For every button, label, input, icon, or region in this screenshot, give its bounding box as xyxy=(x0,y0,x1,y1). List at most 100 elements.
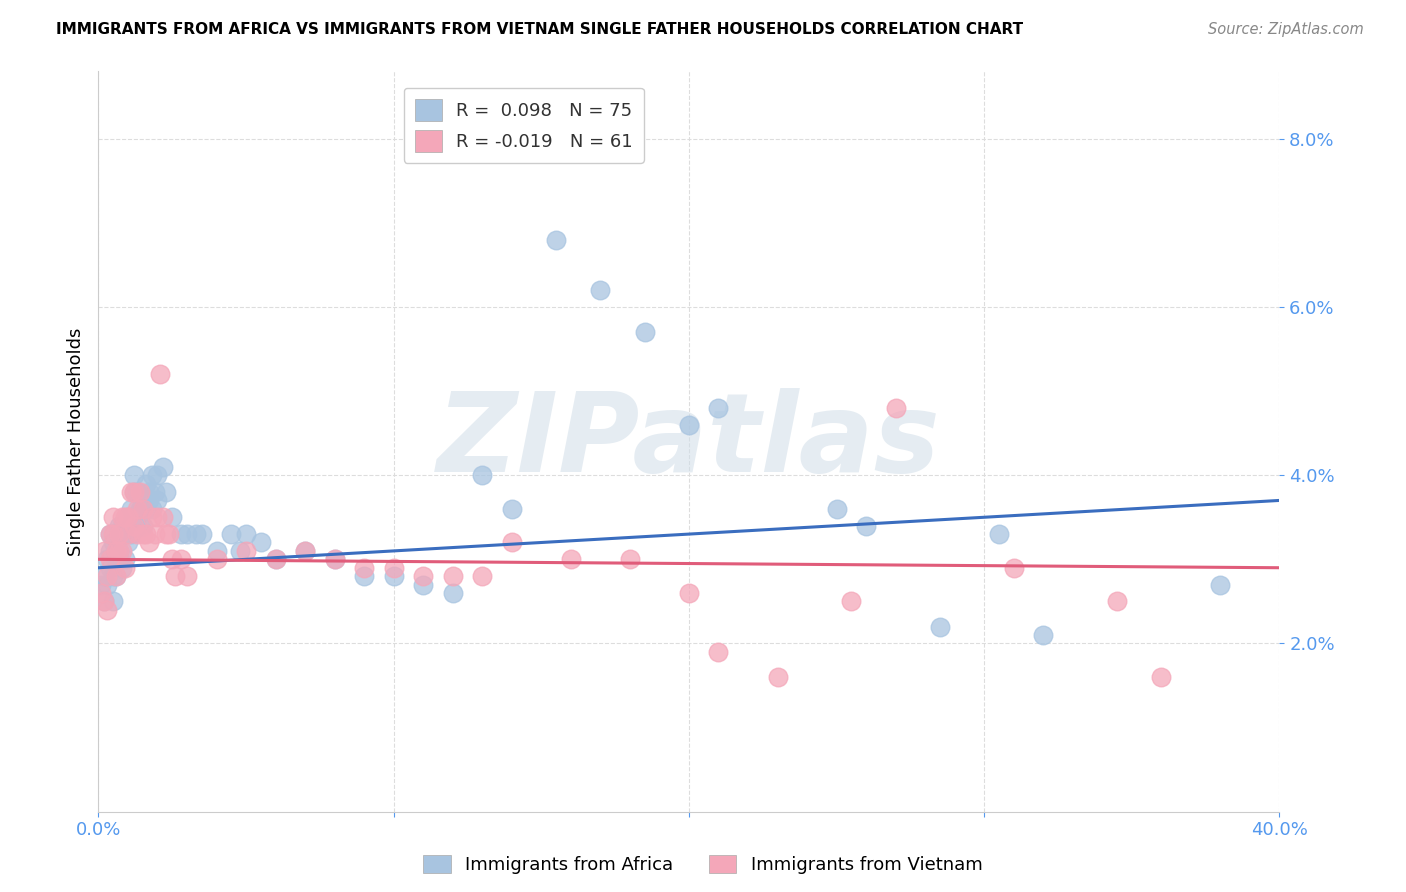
Point xyxy=(884,401,907,415)
Point xyxy=(128,518,150,533)
Point xyxy=(143,485,166,500)
Point xyxy=(825,501,848,516)
Point xyxy=(111,518,134,533)
Point xyxy=(96,552,118,566)
Point xyxy=(501,535,523,549)
Point xyxy=(103,535,125,549)
Point xyxy=(125,527,148,541)
Point xyxy=(1107,594,1129,608)
Point xyxy=(117,535,139,549)
Point xyxy=(412,577,434,591)
Point xyxy=(120,485,142,500)
Point xyxy=(96,577,118,591)
Text: Source: ZipAtlas.com: Source: ZipAtlas.com xyxy=(1208,22,1364,37)
Point xyxy=(98,552,121,566)
Point xyxy=(1032,628,1054,642)
Point xyxy=(93,544,115,558)
Point xyxy=(441,569,464,583)
Point xyxy=(619,552,641,566)
Point xyxy=(111,527,134,541)
Point xyxy=(382,569,405,583)
Point xyxy=(205,552,228,566)
Point xyxy=(141,501,163,516)
Point xyxy=(205,544,228,558)
Point xyxy=(155,485,177,500)
Point xyxy=(264,552,287,566)
Point xyxy=(1150,670,1173,684)
Point xyxy=(98,560,121,574)
Point xyxy=(707,645,730,659)
Point xyxy=(108,544,131,558)
Point xyxy=(108,552,131,566)
Point xyxy=(138,493,160,508)
Point xyxy=(141,468,163,483)
Point xyxy=(149,368,172,382)
Point xyxy=(132,527,155,541)
Point xyxy=(114,527,136,541)
Point xyxy=(162,552,183,566)
Point xyxy=(184,527,207,541)
Point xyxy=(146,510,169,524)
Point xyxy=(471,569,494,583)
Point xyxy=(441,586,464,600)
Point xyxy=(103,510,125,524)
Point xyxy=(128,485,150,500)
Point xyxy=(250,535,273,549)
Point xyxy=(176,569,198,583)
Legend: R =  0.098   N = 75, R = -0.019   N = 61: R = 0.098 N = 75, R = -0.019 N = 61 xyxy=(404,87,644,162)
Point xyxy=(929,619,952,633)
Point xyxy=(138,485,160,500)
Point xyxy=(105,544,128,558)
Point xyxy=(152,510,174,524)
Point xyxy=(1209,577,1232,591)
Text: ZIPatlas: ZIPatlas xyxy=(437,388,941,495)
Point xyxy=(1002,560,1025,574)
Point xyxy=(108,527,131,541)
Point xyxy=(117,510,139,524)
Point xyxy=(157,527,180,541)
Point xyxy=(678,417,700,432)
Point xyxy=(90,586,112,600)
Point xyxy=(108,518,131,533)
Point xyxy=(162,510,183,524)
Point xyxy=(235,527,257,541)
Point xyxy=(93,594,115,608)
Point xyxy=(93,594,115,608)
Point xyxy=(125,510,148,524)
Text: IMMIGRANTS FROM AFRICA VS IMMIGRANTS FROM VIETNAM SINGLE FATHER HOUSEHOLDS CORRE: IMMIGRANTS FROM AFRICA VS IMMIGRANTS FRO… xyxy=(56,22,1024,37)
Point xyxy=(132,518,155,533)
Point xyxy=(229,544,252,558)
Point xyxy=(111,560,134,574)
Point xyxy=(120,527,142,541)
Point xyxy=(707,401,730,415)
Point xyxy=(122,485,145,500)
Point xyxy=(294,544,316,558)
Point xyxy=(114,510,136,524)
Point xyxy=(323,552,346,566)
Point xyxy=(114,552,136,566)
Point xyxy=(501,501,523,516)
Point xyxy=(855,518,877,533)
Point xyxy=(382,560,405,574)
Point xyxy=(143,527,166,541)
Point xyxy=(589,283,612,297)
Point xyxy=(988,527,1011,541)
Point xyxy=(264,552,287,566)
Point xyxy=(135,527,157,541)
Point xyxy=(132,501,155,516)
Point xyxy=(105,552,128,566)
Point xyxy=(141,510,163,524)
Point xyxy=(766,670,789,684)
Point xyxy=(117,527,139,541)
Point xyxy=(125,485,148,500)
Point xyxy=(103,569,125,583)
Point xyxy=(841,594,863,608)
Point xyxy=(93,569,115,583)
Point xyxy=(221,527,243,541)
Point xyxy=(132,501,155,516)
Point xyxy=(117,510,139,524)
Point xyxy=(170,552,193,566)
Point xyxy=(90,577,112,591)
Point xyxy=(191,527,214,541)
Legend: Immigrants from Africa, Immigrants from Vietnam: Immigrants from Africa, Immigrants from … xyxy=(415,846,991,883)
